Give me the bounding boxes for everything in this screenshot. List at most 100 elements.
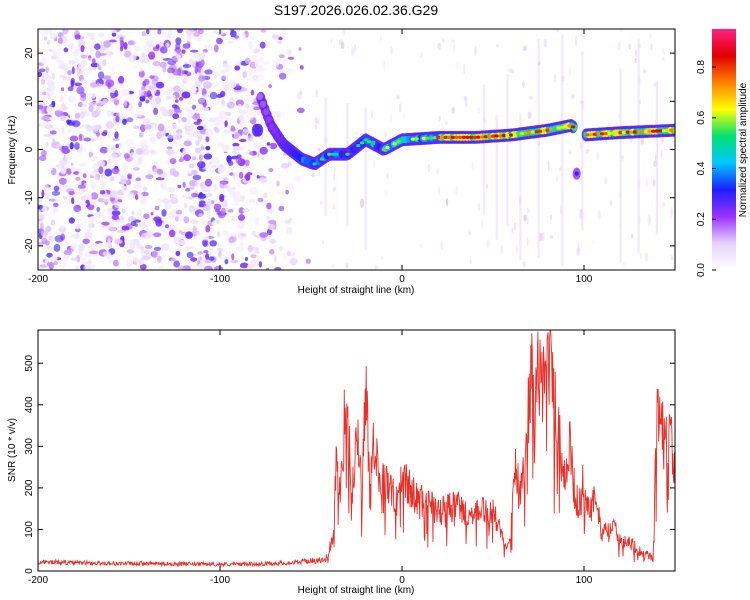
heatmap-cell bbox=[385, 190, 388, 196]
heatmap-cell bbox=[77, 184, 86, 189]
heatmap-cell bbox=[146, 39, 154, 47]
heatmap-cell bbox=[132, 162, 140, 168]
heatmap-cell bbox=[96, 106, 100, 111]
heatmap-cell bbox=[38, 204, 43, 211]
heatmap-cell bbox=[390, 46, 393, 55]
heatmap-cell bbox=[97, 242, 103, 249]
heatmap-cell bbox=[103, 75, 111, 80]
heatmap-cell bbox=[41, 237, 48, 245]
heatmap-cell bbox=[216, 231, 221, 238]
heatmap-cell bbox=[196, 118, 202, 123]
heatmap-cell bbox=[221, 207, 226, 215]
heatmap-x-ticks: -200 -100 0 100 bbox=[28, 29, 593, 285]
heatmap-cell bbox=[172, 94, 176, 100]
heatmap-cell bbox=[109, 176, 115, 182]
heatmap-cell bbox=[68, 43, 75, 49]
heatmap-cell bbox=[414, 137, 419, 141]
heatmap-cell bbox=[235, 99, 244, 107]
heatmap-cell bbox=[236, 179, 241, 188]
heatmap-cell bbox=[78, 134, 83, 142]
heatmap-cell bbox=[644, 251, 649, 262]
heatmap-cell bbox=[636, 130, 641, 134]
heatmap-cell bbox=[253, 141, 259, 149]
heatmap-cell bbox=[145, 99, 150, 104]
heatmap-cell bbox=[66, 119, 72, 125]
heatmap-cell bbox=[87, 228, 91, 233]
heatmap-cell bbox=[151, 137, 157, 145]
heatmap-cell bbox=[49, 256, 58, 261]
heatmap-cell bbox=[637, 38, 640, 254]
heatmap-cell bbox=[126, 179, 132, 186]
heatmap-cell bbox=[610, 131, 616, 135]
heatmap-cell bbox=[153, 232, 162, 238]
heatmap-cell bbox=[181, 117, 187, 123]
heatmap-cell bbox=[445, 120, 448, 126]
heatmap-cell bbox=[249, 55, 258, 59]
heatmap-cell bbox=[53, 207, 58, 215]
heatmap-cell bbox=[240, 116, 245, 121]
heatmap-cell bbox=[217, 142, 224, 148]
heatmap-cell bbox=[81, 59, 88, 67]
heatmap-cell bbox=[136, 182, 141, 187]
heatmap-cell bbox=[94, 135, 102, 141]
heatmap-cell bbox=[96, 60, 102, 69]
heatmap-cell bbox=[200, 68, 206, 75]
heatmap-cell bbox=[68, 95, 77, 103]
y-tick-label: 10 bbox=[24, 95, 35, 107]
heatmap-cell bbox=[140, 250, 145, 257]
heatmap-cell bbox=[129, 55, 134, 63]
y-tick-label: 0 bbox=[24, 568, 35, 574]
heatmap-cell bbox=[563, 124, 568, 129]
heatmap-cell bbox=[198, 75, 206, 82]
heatmap-cell bbox=[205, 87, 211, 93]
heatmap-cell bbox=[238, 214, 245, 221]
heatmap-cell bbox=[500, 246, 503, 255]
heatmap-cell bbox=[143, 250, 150, 255]
heatmap-cell bbox=[511, 227, 514, 234]
heatmap-cell bbox=[191, 192, 198, 198]
heatmap-cell bbox=[451, 106, 455, 114]
heatmap-cell bbox=[120, 179, 128, 183]
heatmap-cell bbox=[471, 160, 474, 171]
heatmap-cell bbox=[469, 135, 474, 139]
heatmap-cell bbox=[94, 203, 99, 207]
heatmap-cell bbox=[371, 110, 374, 119]
heatmap-cell bbox=[190, 49, 199, 53]
heatmap-cell bbox=[70, 234, 76, 239]
heatmap-cell bbox=[556, 126, 561, 130]
heatmap-cell bbox=[214, 98, 220, 106]
snr-frame bbox=[37, 329, 676, 572]
heatmap-cell bbox=[69, 135, 79, 142]
heatmap-cell bbox=[549, 127, 554, 132]
colorbar-gradient bbox=[712, 29, 736, 270]
heatmap-cell bbox=[486, 239, 491, 249]
heatmap-cell bbox=[183, 106, 188, 110]
heatmap-cell bbox=[228, 160, 234, 166]
heatmap-cell bbox=[269, 249, 275, 255]
heatmap-cell bbox=[501, 133, 507, 138]
heatmap-cell bbox=[316, 118, 320, 125]
heatmap-cell bbox=[285, 189, 289, 195]
heatmap-cell bbox=[383, 60, 386, 72]
heatmap-cell bbox=[257, 197, 264, 202]
heatmap-cell bbox=[477, 107, 481, 115]
heatmap-cell bbox=[192, 225, 197, 234]
heatmap-cell bbox=[227, 40, 234, 44]
heatmap-cell bbox=[541, 129, 547, 133]
heatmap-cell bbox=[177, 184, 182, 189]
heatmap-cell bbox=[114, 238, 120, 244]
heatmap-cell bbox=[247, 135, 253, 142]
heatmap-cell bbox=[672, 128, 675, 132]
heatmap-cell bbox=[447, 135, 452, 139]
heatmap-cell bbox=[153, 216, 162, 222]
heatmap-cell bbox=[286, 250, 291, 257]
heatmap-cell bbox=[157, 198, 164, 203]
x-tick-label: -100 bbox=[210, 575, 230, 586]
heatmap-cell bbox=[80, 54, 88, 59]
heatmap-cell bbox=[190, 257, 198, 262]
heatmap-cell bbox=[410, 137, 416, 141]
heatmap-cell bbox=[57, 37, 63, 44]
heatmap-cell bbox=[87, 57, 93, 62]
heatmap-cell bbox=[619, 29, 622, 33]
heatmap-cell bbox=[642, 69, 647, 74]
